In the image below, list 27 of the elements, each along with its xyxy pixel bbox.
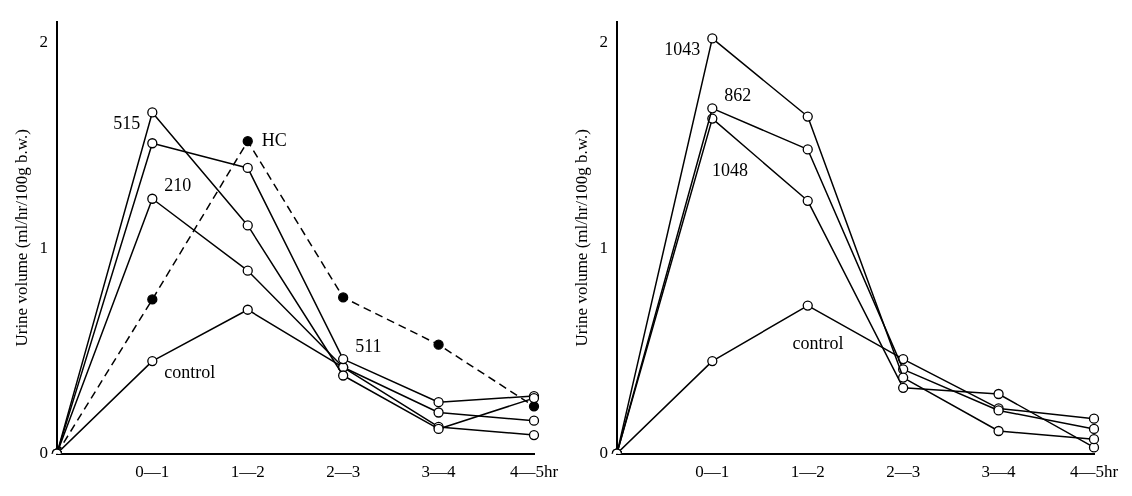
- x-tick-label: 4—5hr: [509, 462, 559, 482]
- y-tick-label: 1: [39, 237, 48, 257]
- y-tick-label: 0: [39, 443, 48, 463]
- x-tick-label: 0—1: [695, 462, 730, 482]
- y-axis-title: Urine volume (ml/hr/100g b.w.): [571, 129, 591, 347]
- series-label: 1043: [664, 39, 701, 60]
- x-tick-label: 0—1: [135, 462, 170, 482]
- series-label: 1048: [712, 160, 749, 181]
- y-tick-label: 2: [599, 32, 608, 52]
- series-label: 862: [724, 85, 752, 106]
- x-tick-label: 2—3: [886, 462, 921, 482]
- x-tick-label: 3—4: [981, 462, 1017, 482]
- y-tick-label: 0: [599, 443, 608, 463]
- x-tick-label: 1—2: [230, 462, 265, 482]
- y-tick-label: 2: [39, 32, 48, 52]
- series-label: 210: [164, 175, 192, 196]
- y-axis-title: Urine volume (ml/hr/100g b.w.): [11, 129, 31, 347]
- series-label: 515: [113, 113, 141, 134]
- series-label: HC: [261, 129, 287, 150]
- x-tick-label: 2—3: [326, 462, 361, 482]
- series-label: 511: [355, 335, 382, 356]
- series-label: control: [792, 333, 844, 354]
- series-label: control: [164, 361, 216, 382]
- y-tick-label: 1: [599, 237, 608, 257]
- x-tick-label: 4—5hr: [1069, 462, 1119, 482]
- x-tick-label: 3—4: [421, 462, 457, 482]
- x-tick-label: 1—2: [790, 462, 825, 482]
